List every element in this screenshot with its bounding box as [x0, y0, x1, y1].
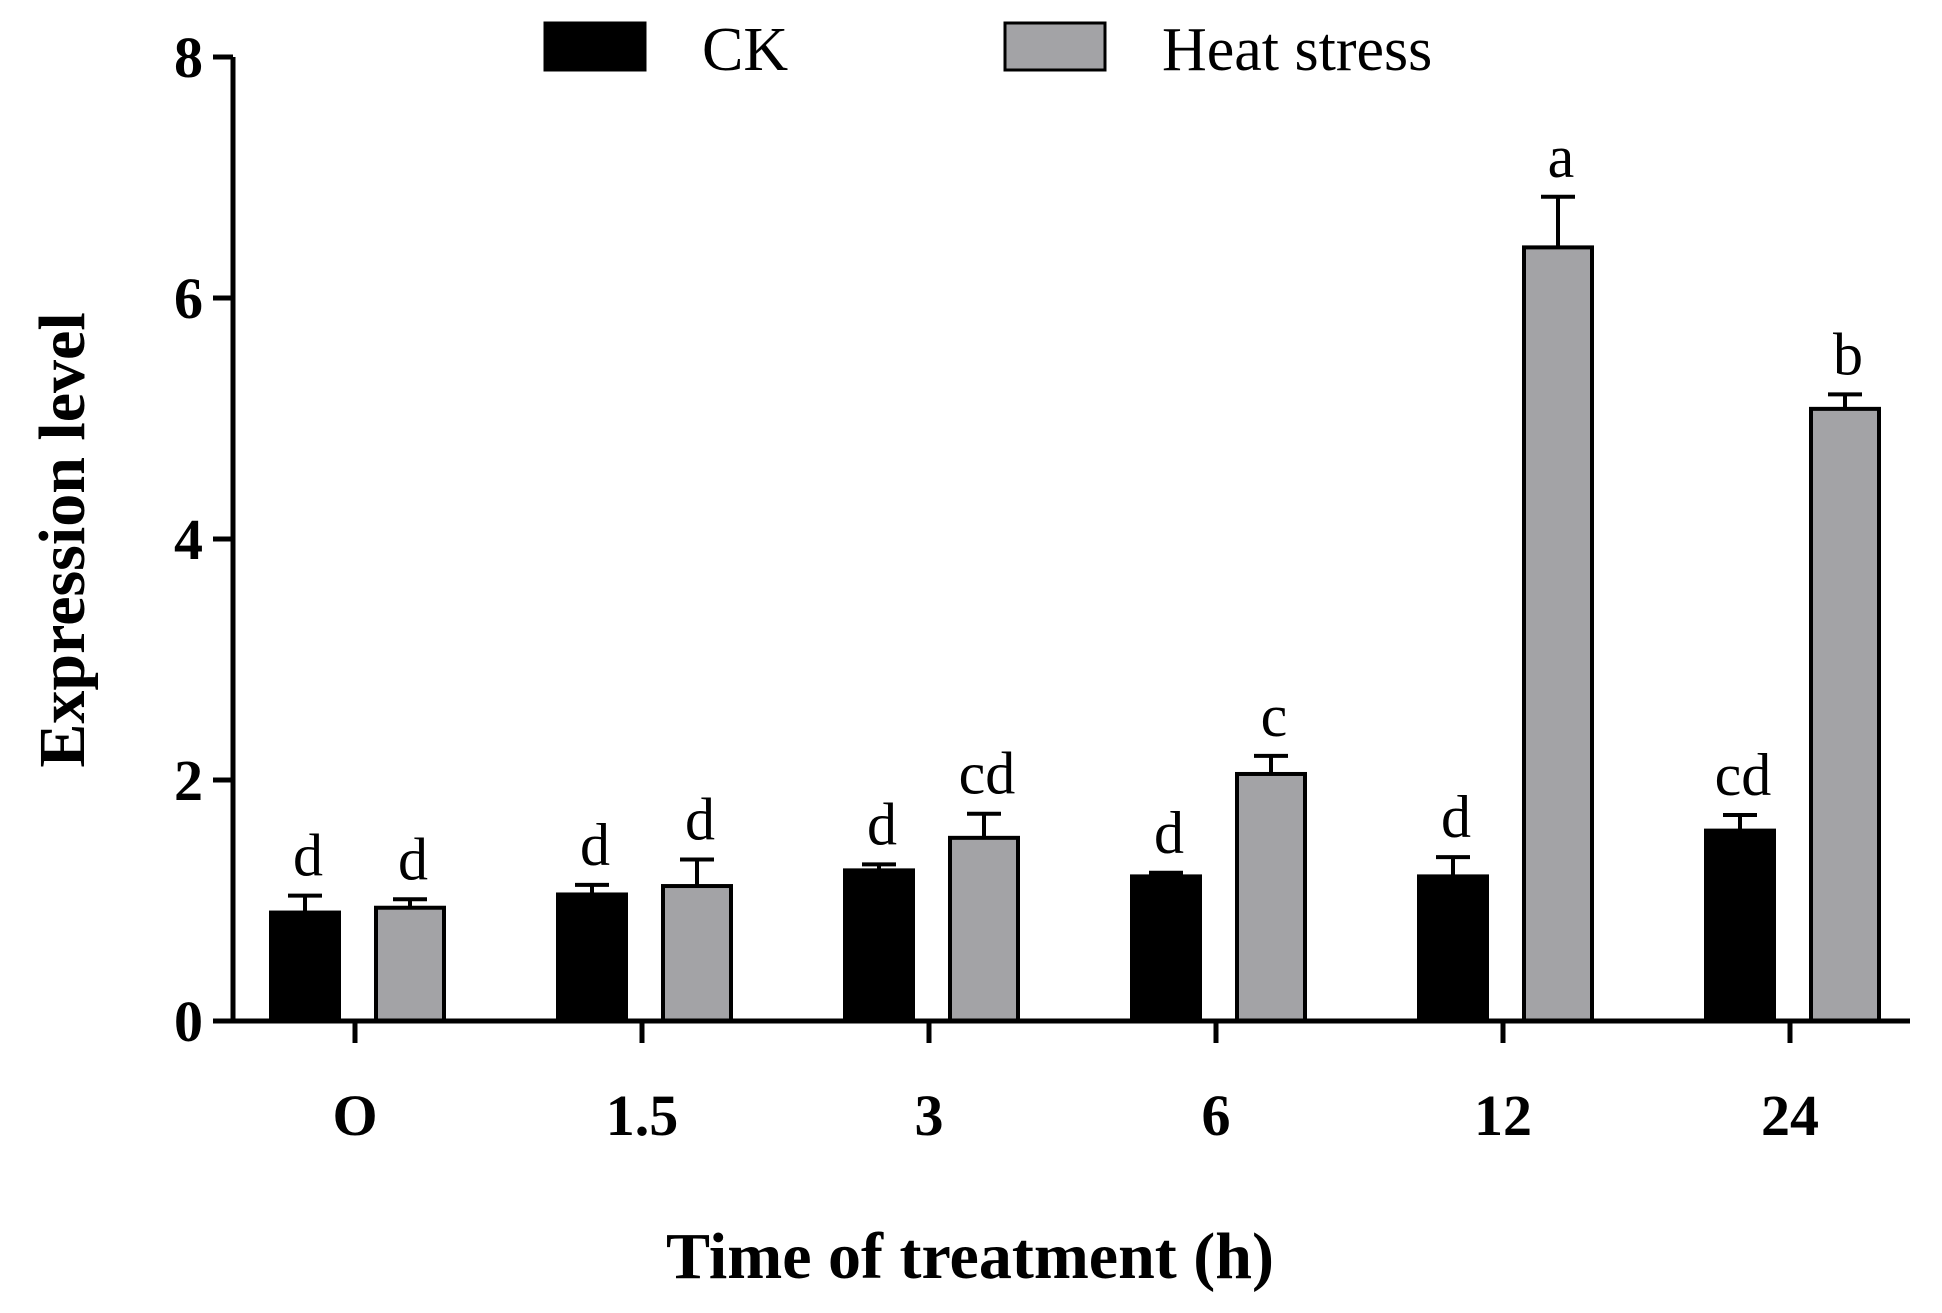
bar-heat-stress	[1235, 771, 1307, 1023]
significance-label-ck: d	[1154, 800, 1184, 866]
legend-swatch-ck	[543, 21, 647, 72]
y-tick-label: 8	[174, 25, 203, 90]
significance-label-heat-stress: c	[1261, 683, 1288, 749]
bar-ck	[556, 892, 628, 1023]
bar-heat-stress	[1809, 406, 1881, 1023]
significance-label-heat-stress: a	[1548, 124, 1575, 190]
significance-label-heat-stress: cd	[959, 741, 1016, 807]
significance-label-ck: d	[580, 812, 610, 878]
x-tick-label: 3	[915, 1083, 944, 1148]
x-tick-label: 12	[1474, 1083, 1532, 1148]
x-tick-label: 24	[1761, 1083, 1819, 1148]
y-tick-label: 4	[174, 507, 203, 572]
bar-ck	[1417, 874, 1489, 1024]
significance-label-ck: d	[293, 823, 323, 889]
y-tick-label: 6	[174, 266, 203, 331]
bar-ck	[843, 868, 915, 1023]
y-tick-label: 0	[174, 989, 203, 1054]
significance-label-heat-stress: b	[1833, 321, 1863, 387]
x-tick-label: 6	[1202, 1083, 1231, 1148]
legend-swatch-heat-stress	[1003, 21, 1107, 72]
significance-label-heat-stress: d	[398, 826, 428, 892]
y-axis-ticks: 0 2 4 6 8	[174, 25, 233, 1054]
bar-heat-stress	[374, 905, 446, 1023]
x-tick-label: O	[332, 1083, 377, 1148]
bar-heat-stress	[1522, 245, 1594, 1023]
significance-label-ck: d	[1441, 784, 1471, 850]
y-tick-label: 2	[174, 748, 203, 813]
bar-ck	[1704, 828, 1776, 1023]
bar-ck	[1130, 874, 1202, 1024]
bar-heat-stress	[661, 884, 733, 1023]
legend-label-heat-stress: Heat stress	[1162, 16, 1432, 84]
bar-ck	[269, 910, 341, 1023]
significance-label-ck: d	[867, 791, 897, 857]
x-tick-label: 1.5	[606, 1083, 679, 1148]
legend: CK Heat stress	[543, 16, 1432, 84]
x-axis-ticks: O 1.5 3 6 12 24	[332, 1021, 1819, 1148]
legend-label-ck: CK	[702, 16, 788, 84]
significance-label-heat-stress: d	[685, 787, 715, 853]
x-axis-title: Time of treatment (h)	[666, 1220, 1274, 1293]
bar-heat-stress	[948, 835, 1020, 1024]
y-axis-title: Expression level	[26, 312, 99, 767]
significance-label-ck: cd	[1715, 742, 1772, 808]
